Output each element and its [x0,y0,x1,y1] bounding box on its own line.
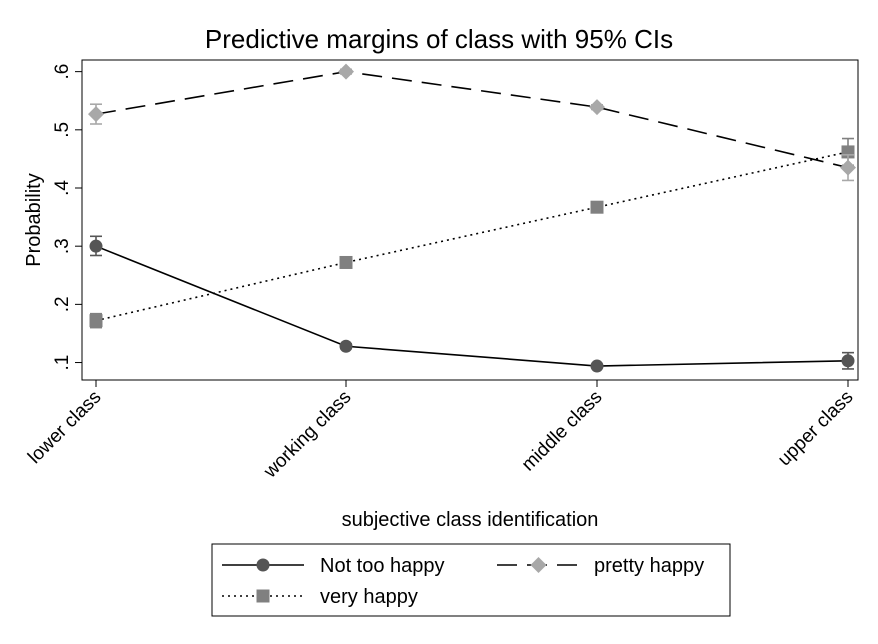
legend: Not too happy pretty happy very happy [211,543,731,617]
legend-box [211,543,731,617]
data-point [338,63,354,80]
y-tick-label: .3 [52,238,73,254]
data-point [89,239,103,253]
data-point [339,255,353,269]
data-point [590,200,604,214]
legend-item-very-happy: very happy [222,586,418,608]
legend-label: very happy [320,586,418,608]
series-pretty-happy [88,63,856,182]
chart-title: Predictive margins of class with 95% CIs [205,24,673,54]
y-axis: .1 .2 .3 .4 .5 .6 [52,64,82,371]
series-line [95,70,849,169]
y-tick-label: .6 [52,64,73,80]
y-axis-label: Probability [23,173,45,266]
legend-label: Not too happy [320,555,445,577]
legend-marker [256,558,270,572]
legend-item-not-too-happy: Not too happy [222,555,445,577]
series-not-too-happy [89,235,855,373]
data-point [589,99,605,116]
x-axis-label: subjective class identification [342,509,599,531]
series-line [95,245,849,367]
legend-marker [256,589,270,603]
series-very-happy [89,137,855,329]
series-line [95,151,849,322]
data-point [339,339,353,353]
data-point [841,354,855,368]
y-tick-label: .2 [52,296,73,312]
legend-label: pretty happy [594,555,704,577]
y-tick-label: .4 [52,180,73,196]
legend-item-pretty-happy: pretty happy [497,555,704,577]
data-point [88,106,104,123]
data-point [590,359,604,373]
series-layer [88,63,856,373]
plot-area [81,59,859,381]
legend-marker [530,557,547,573]
y-tick-label: .5 [52,122,73,138]
data-point [89,314,103,328]
y-tick-label: .1 [52,355,73,371]
data-point [840,159,856,176]
